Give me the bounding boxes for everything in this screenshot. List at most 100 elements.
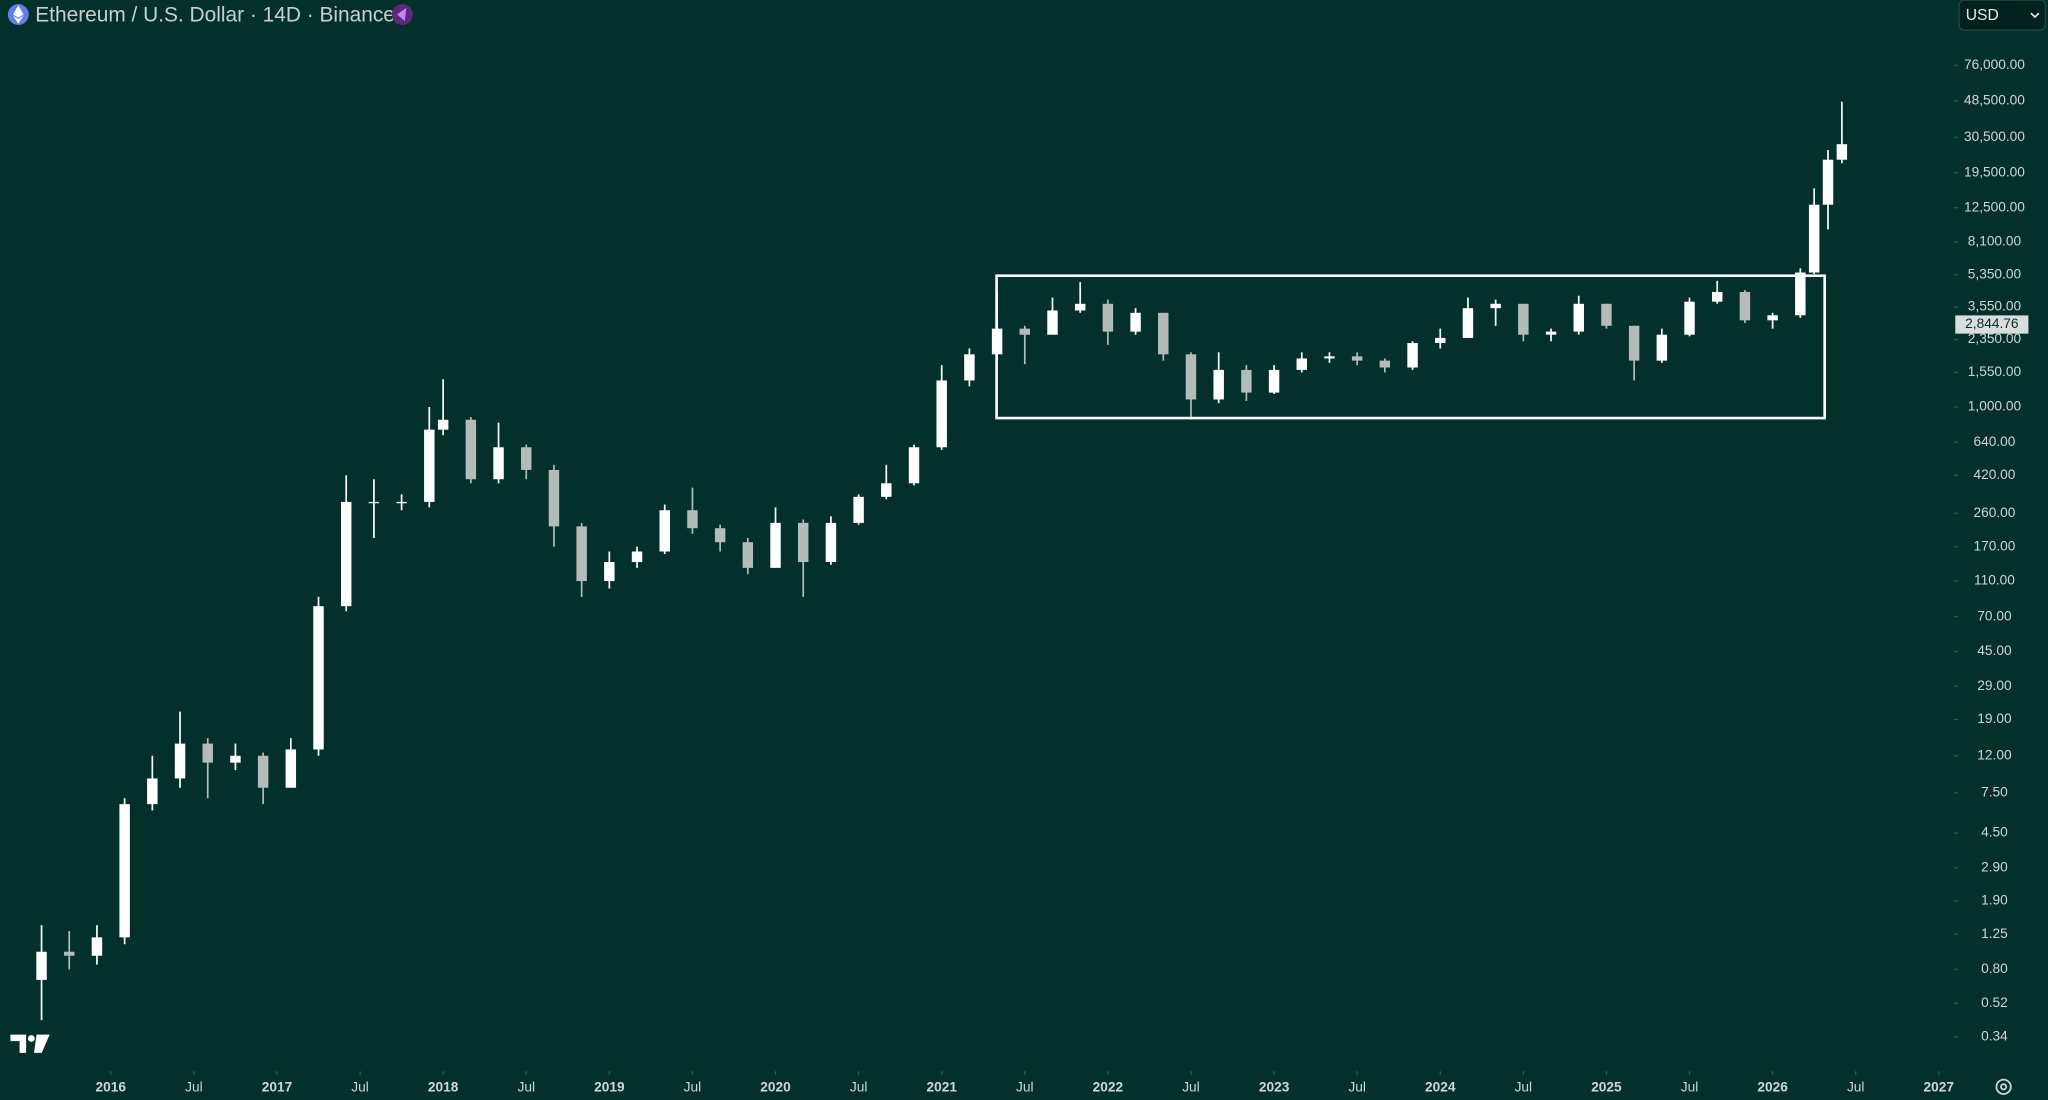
y-tick-label: 1.90 (1981, 893, 2008, 908)
candle-body (1739, 291, 1751, 321)
candle-body (1047, 310, 1058, 335)
y-tick-label: 2.90 (1981, 859, 2008, 874)
y-tick-label: 0.34 (1981, 1028, 2008, 1043)
candle-body (1628, 325, 1640, 361)
y-tick-label: 420.00 (1973, 467, 2015, 482)
candle-body (1268, 369, 1280, 393)
x-tick-label: Jul (1847, 1080, 1865, 1095)
candle-body (257, 755, 269, 788)
x-tick-label: 2016 (96, 1080, 127, 1095)
y-tick-label: 1,000.00 (1968, 399, 2022, 414)
exchange-glyph (397, 7, 407, 22)
y-tick-label: 5,350.00 (1968, 266, 2022, 281)
candle-body (1185, 354, 1197, 400)
last-price-label: 2,844.76 (1965, 316, 2019, 331)
y-tick-label: 260.00 (1973, 505, 2015, 520)
x-tick-label: 2026 (1757, 1080, 1788, 1095)
x-tick-label: Jul (684, 1080, 702, 1095)
x-tick-label: 2023 (1259, 1080, 1290, 1095)
tv-logo[interactable] (10, 1034, 50, 1053)
candle-body (1435, 337, 1446, 344)
x-tick-label: 2019 (594, 1080, 625, 1095)
plot-area (36, 101, 1848, 1021)
last-price-tag (1955, 315, 2029, 334)
time-axis: 2016 Jul 2017 Jul 2018 Jul 2019 Jul 2020 Jul 2021 J… (96, 1071, 1955, 1095)
candle-body (1767, 315, 1778, 321)
candle-body (493, 447, 504, 480)
candle-body (36, 951, 47, 980)
currency-caret[interactable] (2030, 12, 2040, 19)
price-axis: 76,000.00 48,500.00 30,500.00 19,500.00 12,5… (1953, 57, 2029, 1043)
candle-body (1822, 159, 1834, 205)
candle-body (1573, 303, 1584, 332)
currency-label[interactable]: USD (1966, 7, 1999, 24)
candle-body (548, 469, 560, 527)
y-tick-label: 1.25 (1981, 926, 2008, 941)
x-tick-label: Jul (185, 1080, 203, 1095)
candle-body (424, 429, 435, 502)
candle-body (465, 419, 477, 480)
candle-body (91, 937, 103, 956)
candle-body (576, 526, 587, 582)
candle-body (1601, 303, 1612, 326)
candle-body (853, 496, 864, 523)
candle-body (881, 483, 892, 497)
candle-body (1074, 303, 1086, 311)
y-tick-label: 29.00 (1977, 678, 2012, 693)
x-tick-label: Jul (1182, 1080, 1200, 1095)
candle-body (1379, 360, 1391, 368)
y-tick-label: 70.00 (1977, 608, 2012, 623)
candle-body (1490, 303, 1501, 309)
y-tick-label: 30,500.00 (1964, 129, 2025, 144)
candle-body (659, 510, 670, 552)
candle-body (1712, 291, 1723, 302)
candle-body (1351, 356, 1363, 361)
candle-body (230, 755, 241, 763)
x-tick-label: Jul (517, 1080, 535, 1095)
x-tick-label: 2027 (1924, 1080, 1955, 1095)
candle-body (285, 749, 297, 788)
x-tick-label: 2022 (1093, 1080, 1124, 1095)
settings-icon[interactable] (1995, 1078, 2012, 1095)
y-tick-label: 0.80 (1981, 961, 2008, 976)
price-axis-background (1953, 0, 2048, 1100)
candle-body (1518, 303, 1529, 335)
candle-body (147, 778, 158, 805)
candle-body (174, 743, 186, 779)
candle-body (908, 447, 920, 484)
candle-body (1795, 272, 1806, 316)
y-tick-label: 19.00 (1977, 711, 2012, 726)
range-box[interactable] (995, 274, 1826, 420)
candle-body (396, 501, 407, 504)
candle-body (825, 522, 837, 563)
y-tick-label: 110.00 (1974, 573, 2015, 588)
candle-body (64, 951, 75, 956)
candle-body (770, 522, 781, 568)
x-tick-label: 2017 (262, 1080, 293, 1095)
y-tick-label: 7.50 (1981, 784, 2008, 799)
currency-button[interactable] (1958, 0, 2047, 31)
symbol-title[interactable]: Ethereum / U.S. Dollar · 14D · Binance (35, 3, 395, 26)
y-tick-label: 3,550.00 (1968, 299, 2022, 314)
y-tick-label: 76,000.00 (1964, 57, 2025, 72)
candle-body (1241, 369, 1252, 393)
candle-body (604, 562, 615, 582)
x-tick-label: Jul (1348, 1080, 1366, 1095)
candle-body (1407, 343, 1418, 368)
candle-body (1656, 334, 1668, 361)
candle-body (936, 380, 947, 448)
candle-body (1324, 356, 1335, 359)
candle-body (202, 743, 213, 763)
y-tick-label: 170.00 (1973, 538, 2015, 553)
candle-body (1684, 301, 1695, 335)
y-tick-label: 45.00 (1977, 643, 2012, 658)
candle-body (1545, 331, 1557, 335)
y-tick-label: 0.52 (1981, 995, 2008, 1010)
y-tick-label: 8,100.00 (1968, 234, 2022, 249)
candle-body (521, 447, 532, 470)
candle-body (1102, 303, 1114, 332)
x-tick-label: 2018 (428, 1080, 459, 1095)
y-tick-label: 19,500.00 (1964, 164, 2025, 179)
